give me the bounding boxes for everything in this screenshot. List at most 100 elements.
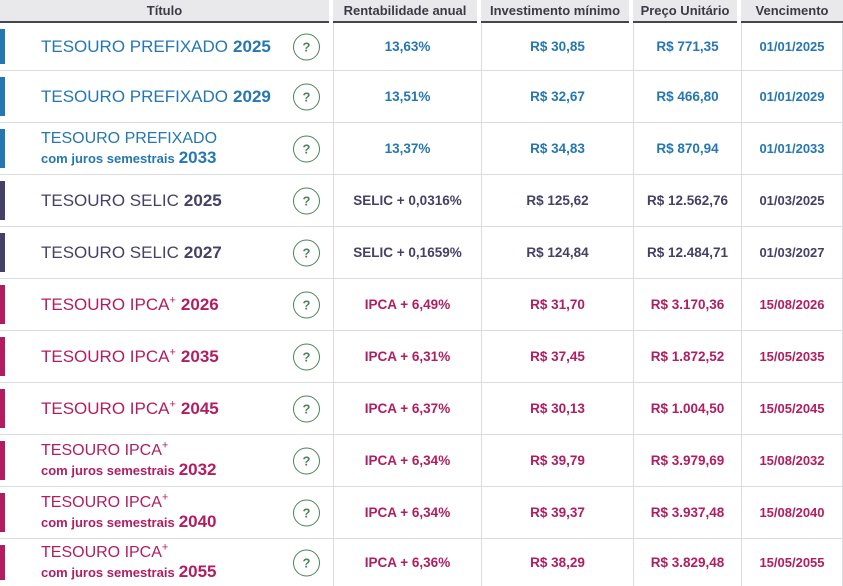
bond-title-cell: TESOURO IPCA+ com juros semestrais 2055 ? xyxy=(0,539,333,586)
bond-title-cell: TESOURO IPCA+ com juros semestrais 2032 ? xyxy=(0,435,333,486)
superscript-plus: + xyxy=(169,293,176,306)
bond-year: 2026 xyxy=(180,294,219,314)
table-row[interactable]: TESOURO IPCA+ com juros semestrais 2055 ?… xyxy=(0,539,843,586)
min-investment: R$ 124,84 xyxy=(481,227,633,278)
bond-year: 2045 xyxy=(180,398,219,418)
table-row[interactable]: TESOURO IPCA+ com juros semestrais 2040 ?… xyxy=(0,487,843,539)
unit-price: R$ 3.937,48 xyxy=(633,487,741,538)
table-row[interactable]: TESOURO IPCA+ com juros semestrais 2032 ?… xyxy=(0,435,843,487)
bond-title-cell: TESOURO IPCA+ 2045 ? xyxy=(0,383,333,434)
accent-bar xyxy=(0,389,5,428)
table-row[interactable]: TESOURO PREFIXADO 2029 ? 13,51% R$ 32,67 … xyxy=(0,71,843,123)
maturity-date: 01/03/2025 xyxy=(741,175,843,226)
table-row[interactable]: TESOURO PREFIXADO com juros semestrais 20… xyxy=(0,123,843,175)
maturity-date: 15/05/2045 xyxy=(741,383,843,434)
bond-title: TESOURO SELIC 2027 xyxy=(41,242,222,262)
help-icon[interactable]: ? xyxy=(293,135,320,162)
min-investment: R$ 31,70 xyxy=(481,279,633,330)
bond-year: 2025 xyxy=(233,36,271,56)
superscript-plus: + xyxy=(161,541,169,554)
maturity-date: 01/03/2027 xyxy=(741,227,843,278)
accent-bar xyxy=(0,441,5,480)
bond-year: 2055 xyxy=(178,561,217,581)
annual-rate: SELIC + 0,1659% xyxy=(333,227,481,278)
min-investment: R$ 39,79 xyxy=(481,435,633,486)
table-row[interactable]: TESOURO SELIC 2025 ? SELIC + 0,0316% R$ 1… xyxy=(0,175,843,227)
table-row[interactable]: TESOURO PREFIXADO 2025 ? 13,63% R$ 30,85 … xyxy=(0,23,843,71)
accent-bar xyxy=(0,29,5,64)
bond-title: TESOURO IPCA+ xyxy=(41,439,169,459)
maturity-date: 01/01/2029 xyxy=(741,71,843,122)
help-icon[interactable]: ? xyxy=(293,33,320,60)
bond-title: TESOURO PREFIXADO 2025 xyxy=(41,36,271,56)
unit-price: R$ 1.004,50 xyxy=(633,383,741,434)
bond-title-cell: TESOURO SELIC 2025 ? xyxy=(0,175,333,226)
bond-year: 2027 xyxy=(183,242,222,262)
superscript-plus: + xyxy=(161,439,169,452)
superscript-plus: + xyxy=(161,491,169,504)
help-icon[interactable]: ? xyxy=(293,291,320,318)
bond-subtitle: com juros semestrais 2040 xyxy=(41,511,217,531)
maturity-date: 15/08/2032 xyxy=(741,435,843,486)
maturity-date: 15/08/2040 xyxy=(741,487,843,538)
accent-bar xyxy=(0,337,5,376)
min-investment: R$ 125,62 xyxy=(481,175,633,226)
help-icon[interactable]: ? xyxy=(293,83,320,110)
bond-title: TESOURO IPCA+ 2045 xyxy=(41,397,219,418)
min-investment: R$ 34,83 xyxy=(481,123,633,174)
table-row[interactable]: TESOURO SELIC 2027 ? SELIC + 0,1659% R$ 1… xyxy=(0,227,843,279)
unit-price: R$ 771,35 xyxy=(633,23,741,70)
bond-title: TESOURO IPCA+ xyxy=(41,491,169,511)
column-header-titulo: Título xyxy=(0,0,329,23)
help-icon[interactable]: ? xyxy=(293,395,320,422)
superscript-plus: + xyxy=(169,345,176,358)
accent-bar xyxy=(0,181,5,220)
help-icon[interactable]: ? xyxy=(293,187,320,214)
annual-rate: 13,51% xyxy=(333,71,481,122)
maturity-date: 15/05/2055 xyxy=(741,539,843,586)
superscript-plus: + xyxy=(169,397,176,410)
annual-rate: IPCA + 6,31% xyxy=(333,331,481,382)
bond-title-cell: TESOURO SELIC 2027 ? xyxy=(0,227,333,278)
table-header: Título Rentabilidade anual Investimento … xyxy=(0,0,843,23)
bond-year: 2032 xyxy=(178,459,217,479)
bond-subtitle: com juros semestrais 2033 xyxy=(41,147,217,167)
bond-title: TESOURO IPCA+ 2026 xyxy=(41,293,219,314)
help-icon[interactable]: ? xyxy=(293,343,320,370)
bond-year: 2033 xyxy=(178,147,217,167)
bond-year: 2025 xyxy=(183,190,222,210)
accent-bar xyxy=(0,233,5,272)
help-icon[interactable]: ? xyxy=(293,499,320,526)
maturity-date: 15/08/2026 xyxy=(741,279,843,330)
annual-rate: IPCA + 6,34% xyxy=(333,487,481,538)
column-header-vencimento: Vencimento xyxy=(741,0,843,23)
bond-year: 2029 xyxy=(233,86,271,106)
accent-bar xyxy=(0,545,5,580)
bond-title-cell: TESOURO IPCA+ 2026 ? xyxy=(0,279,333,330)
bond-subtitle: com juros semestrais 2055 xyxy=(41,561,217,581)
accent-bar xyxy=(0,285,5,324)
annual-rate: IPCA + 6,49% xyxy=(333,279,481,330)
help-icon[interactable]: ? xyxy=(293,447,320,474)
annual-rate: IPCA + 6,36% xyxy=(333,539,481,586)
annual-rate: IPCA + 6,37% xyxy=(333,383,481,434)
accent-bar xyxy=(0,493,5,532)
help-icon[interactable]: ? xyxy=(293,239,320,266)
unit-price: R$ 3.170,36 xyxy=(633,279,741,330)
table-row[interactable]: TESOURO IPCA+ 2045 ? IPCA + 6,37% R$ 30,1… xyxy=(0,383,843,435)
bond-title-cell: TESOURO IPCA+ com juros semestrais 2040 ? xyxy=(0,487,333,538)
min-investment: R$ 30,13 xyxy=(481,383,633,434)
accent-bar xyxy=(0,129,5,168)
unit-price: R$ 466,80 xyxy=(633,71,741,122)
help-icon[interactable]: ? xyxy=(293,549,320,576)
unit-price: R$ 12.484,71 xyxy=(633,227,741,278)
min-investment: R$ 37,45 xyxy=(481,331,633,382)
unit-price: R$ 12.562,76 xyxy=(633,175,741,226)
table-row[interactable]: TESOURO IPCA+ 2026 ? IPCA + 6,49% R$ 31,7… xyxy=(0,279,843,331)
unit-price: R$ 1.872,52 xyxy=(633,331,741,382)
accent-bar xyxy=(0,77,5,116)
bond-title: TESOURO PREFIXADO 2029 xyxy=(41,86,271,106)
table-body: TESOURO PREFIXADO 2025 ? 13,63% R$ 30,85 … xyxy=(0,23,843,586)
table-row[interactable]: TESOURO IPCA+ 2035 ? IPCA + 6,31% R$ 37,4… xyxy=(0,331,843,383)
